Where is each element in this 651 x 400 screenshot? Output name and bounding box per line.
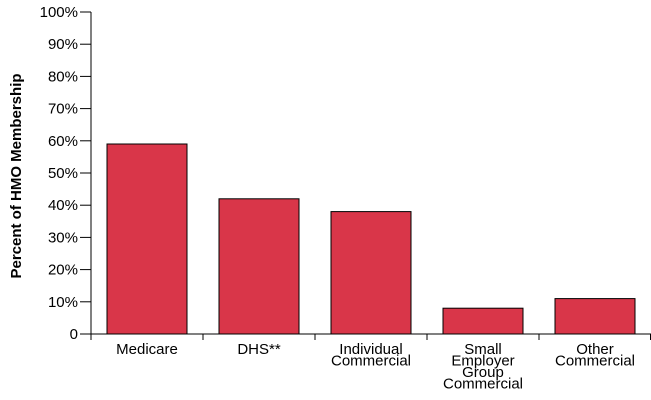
x-category-label-3-line-3: Commercial (443, 376, 523, 393)
y-tick-label-2: 20% (48, 262, 78, 279)
y-tick-label-8: 80% (48, 68, 78, 85)
bar-3 (442, 307, 524, 335)
x-category-label-3-line-0: Small (464, 341, 502, 358)
y-tick-label-6: 60% (48, 133, 78, 150)
y-tick-label-3: 30% (48, 229, 78, 246)
x-category-label-1: DHS** (237, 341, 281, 358)
y-tick-label-9: 90% (48, 36, 78, 53)
y-tick-label-4: 40% (48, 197, 78, 214)
x-category-label-3-line-2: Group (462, 364, 504, 381)
x-category-label-0: Medicare (116, 341, 178, 358)
x-category-label-1-line-0: DHS** (237, 341, 281, 358)
x-category-label-2-line-0: Individual (339, 341, 402, 358)
y-tick-label-10: 100% (40, 4, 78, 21)
x-category-label-4-line-0: Other (576, 341, 614, 358)
y-axis-title: Percent of HMO Membership (8, 73, 25, 278)
bar-1 (218, 198, 300, 335)
x-category-label-3-line-1: Employer (451, 353, 514, 370)
bar-4 (554, 298, 636, 335)
y-tick-label-7: 70% (48, 101, 78, 118)
bar-2 (330, 211, 412, 335)
x-category-label-4-line-1: Commercial (555, 353, 635, 370)
y-tick-label-1: 10% (48, 294, 78, 311)
x-category-label-2-line-1: Commercial (331, 353, 411, 370)
y-tick-label-0: 0 (70, 326, 78, 343)
y-tick-label-5: 50% (48, 165, 78, 182)
x-category-label-0-line-0: Medicare (116, 341, 178, 358)
bar-0 (106, 143, 188, 335)
